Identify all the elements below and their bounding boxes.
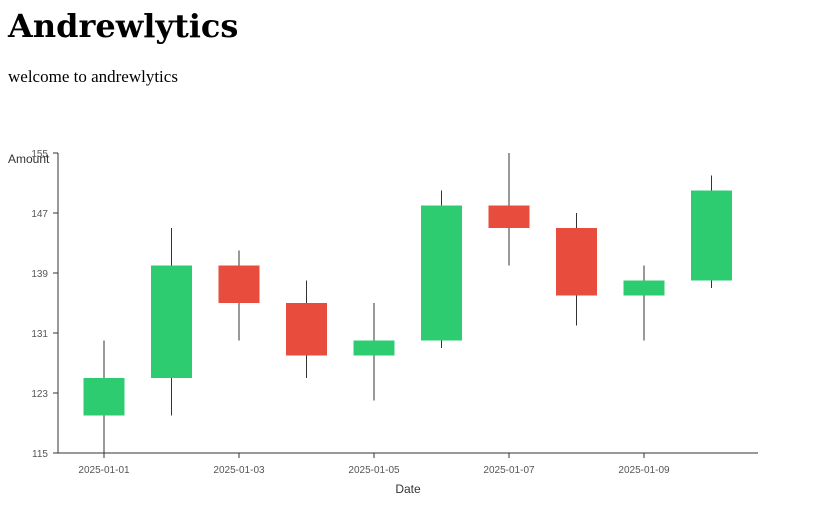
- y-axis-ticks: 115 123 131 139 147 155: [31, 149, 58, 460]
- y-tick-label: 155: [31, 149, 48, 160]
- candle-body-down: [286, 303, 327, 356]
- candle-body-up: [353, 340, 395, 356]
- candle-2025-01-05: [353, 303, 395, 401]
- candle-body-up: [691, 190, 732, 281]
- candle-2025-01-10: [691, 175, 732, 288]
- candle-body-up: [421, 205, 462, 341]
- y-tick-label: 147: [31, 209, 48, 220]
- y-tick-label: 139: [31, 269, 48, 280]
- candle-2025-01-01: [83, 340, 125, 453]
- candle-body-down: [556, 228, 597, 296]
- candle-2025-01-02: [151, 228, 192, 416]
- y-tick-label: 123: [31, 389, 48, 400]
- x-tick-label: 2025-01-01: [78, 465, 130, 476]
- candle-2025-01-09: [623, 265, 665, 341]
- candle-2025-01-03: [218, 250, 260, 341]
- page-title: Andrewlytics: [8, 7, 239, 45]
- candle-2025-01-08: [556, 213, 597, 326]
- candle-2025-01-04: [286, 280, 327, 378]
- x-tick-label: 2025-01-03: [213, 465, 265, 476]
- candle-body-down: [488, 205, 530, 228]
- y-tick-label: 115: [32, 449, 48, 460]
- candle-body-up: [623, 280, 665, 296]
- x-axis-ticks: 2025-01-01 2025-01-03 2025-01-05 2025-01-07…: [78, 453, 670, 476]
- page-subtitle: welcome to andrewlytics: [8, 67, 178, 86]
- candles-layer: [83, 153, 732, 453]
- x-tick-label: 2025-01-05: [348, 465, 400, 476]
- x-axis-title: Date: [395, 482, 421, 496]
- candle-2025-01-06: [421, 190, 462, 348]
- candle-body-up: [151, 265, 192, 378]
- candle-body-down: [218, 265, 260, 303]
- x-tick-label: 2025-01-09: [618, 465, 670, 476]
- y-tick-label: 131: [31, 329, 48, 340]
- y-axis-title: Amount: [8, 152, 50, 166]
- candle-2025-01-07: [488, 153, 530, 266]
- candle-body-up: [83, 378, 125, 416]
- x-tick-label: 2025-01-07: [483, 465, 535, 476]
